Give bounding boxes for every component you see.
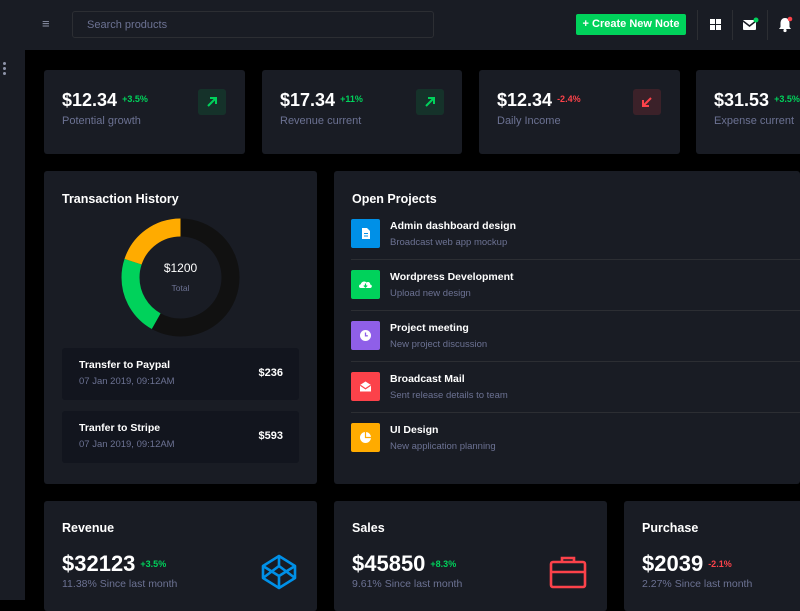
revenue-subtext: 11.38% Since last month [62, 578, 178, 590]
arrow-up-right-icon [198, 89, 226, 115]
revenue-card: Revenue $32123 +3.5% 11.38% Since last mo… [44, 501, 317, 611]
project-item[interactable]: Project meeting New project discussion [351, 321, 800, 372]
navbar-divider [732, 10, 733, 40]
project-item[interactable]: Wordpress Development Upload new design [351, 270, 800, 321]
card-title: Purchase [642, 521, 699, 535]
transaction-donut-chart [121, 218, 240, 337]
transaction-title: Transfer to Paypal [79, 359, 171, 371]
more-vertical-icon[interactable] [3, 62, 6, 77]
project-item[interactable]: UI Design New application planning [351, 423, 800, 474]
search-placeholder: Search products [87, 19, 168, 31]
email-open-icon [351, 372, 380, 401]
arrow-up-right-icon [416, 89, 444, 115]
card-title: Revenue [62, 521, 115, 535]
sales-delta: +8.3% [430, 559, 457, 569]
card-title: Transaction History [62, 192, 179, 206]
transaction-date: 07 Jan 2019, 09:12AM [79, 376, 175, 387]
file-icon [351, 219, 380, 248]
stat-value: $17.34 +11% [280, 90, 363, 110]
transaction-amount: $236 [258, 367, 283, 379]
transaction-date: 07 Jan 2019, 09:12AM [79, 439, 175, 450]
arrow-down-left-icon [633, 89, 661, 115]
purchase-value: $2039 -2.1% [642, 551, 732, 576]
sales-card: Sales $45850 +8.3% 9.61% Since last month [334, 501, 607, 611]
cloud-download-icon [351, 270, 380, 299]
stat-label: Potential growth [62, 115, 141, 127]
transaction-item[interactable]: Tranfer to Stripe 07 Jan 2019, 09:12AM $… [62, 411, 299, 463]
stat-card-expense-current: $31.53 +3.5% Expense current [696, 70, 800, 154]
transaction-amount: $593 [258, 430, 283, 442]
stat-label: Revenue current [280, 115, 362, 127]
donut-total-label: Total [171, 283, 190, 293]
project-title: Broadcast Mail [390, 373, 465, 385]
project-divider [351, 259, 800, 260]
project-item[interactable]: Admin dashboard design Broadcast web app… [351, 219, 800, 270]
briefcase-icon [548, 553, 588, 591]
card-title: Sales [352, 521, 385, 535]
sidebar [0, 50, 25, 600]
navbar-divider [697, 10, 698, 40]
card-title: Open Projects [352, 192, 437, 206]
stat-label: Expense current [714, 115, 795, 127]
stat-card-potential-growth: $12.34 +3.5% Potential growth [44, 70, 245, 154]
stat-value: $31.53 +3.5% [714, 90, 800, 110]
revenue-value: $32123 +3.5% [62, 551, 167, 576]
revenue-delta: +3.5% [140, 559, 167, 569]
create-new-note-button[interactable]: + Create New Note [576, 14, 686, 35]
mail-icon[interactable] [739, 14, 761, 36]
purchase-subtext: 2.27% Since last month [642, 578, 753, 590]
transaction-history-card: Transaction History $1200 Total Transfer… [44, 171, 317, 484]
project-divider [351, 361, 800, 362]
donut-segment-1 [121, 218, 240, 337]
stat-delta: +3.5% [774, 94, 800, 105]
purchase-delta: -2.1% [708, 559, 732, 569]
menu-toggle-icon[interactable]: ≡ [42, 16, 50, 31]
purchase-card: Purchase $2039 -2.1% 2.27% Since last mon… [624, 501, 800, 611]
donut-total-value: $1200 [163, 261, 198, 275]
search-input[interactable]: Search products [72, 11, 434, 38]
bell-icon[interactable] [774, 14, 796, 36]
chart-pie-icon [351, 423, 380, 452]
stat-delta: -2.4% [557, 94, 581, 105]
stat-delta: +3.5% [122, 94, 148, 105]
clock-icon [351, 321, 380, 350]
project-title: Project meeting [390, 322, 469, 334]
sales-subtext: 9.61% Since last month [352, 578, 463, 590]
project-subtitle: Upload new design [390, 288, 471, 299]
project-subtitle: Sent release details to team [390, 390, 508, 401]
stat-delta: +11% [340, 94, 363, 105]
project-subtitle: Broadcast web app mockup [390, 237, 508, 248]
stat-card-revenue-current: $17.34 +11% Revenue current [262, 70, 462, 154]
stat-value: $12.34 -2.4% [497, 90, 581, 110]
project-divider [351, 412, 800, 413]
stat-value: $12.34 +3.5% [62, 90, 148, 110]
project-title: Wordpress Development [390, 271, 514, 283]
project-item[interactable]: Broadcast Mail Sent release details to t… [351, 372, 800, 423]
top-navbar: ≡ Search products + Create New Note [0, 0, 800, 50]
project-title: UI Design [390, 424, 439, 436]
apps-grid-icon[interactable] [705, 14, 727, 36]
stat-label: Daily Income [497, 115, 561, 127]
stat-card-daily-income: $12.34 -2.4% Daily Income [479, 70, 680, 154]
navbar-divider [767, 10, 768, 40]
project-subtitle: New application planning [390, 441, 496, 452]
codepen-icon [260, 553, 298, 591]
sales-value: $45850 +8.3% [352, 551, 457, 576]
project-subtitle: New project discussion [390, 339, 488, 350]
project-divider [351, 310, 800, 311]
donut-segment-0 [121, 218, 240, 337]
transaction-title: Tranfer to Stripe [79, 422, 161, 434]
transaction-item[interactable]: Transfer to Paypal 07 Jan 2019, 09:12AM … [62, 348, 299, 400]
open-projects-card: Open Projects Admin dashboard design Bro… [334, 171, 800, 484]
project-title: Admin dashboard design [390, 220, 517, 232]
